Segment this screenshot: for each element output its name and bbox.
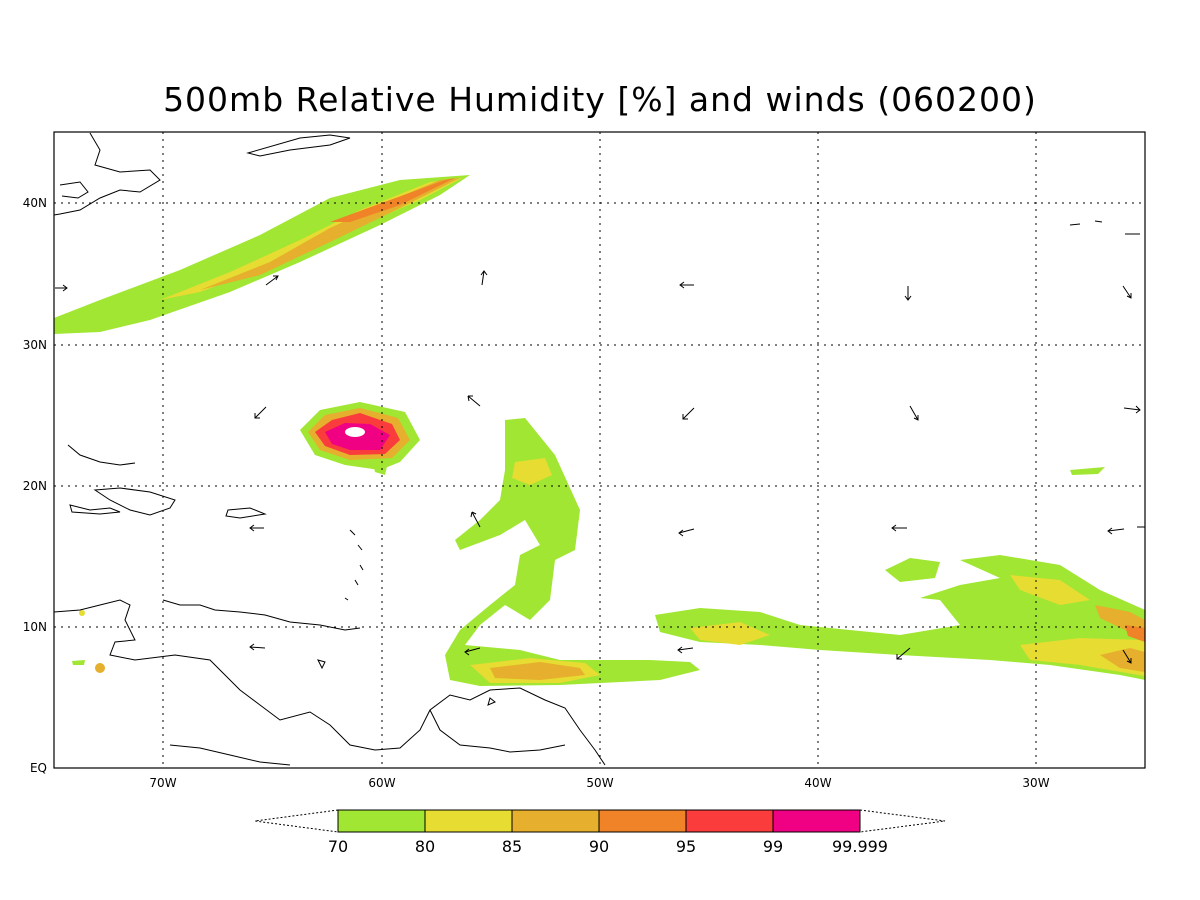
lat-label: EQ [30,761,47,775]
map-title: 500mb Relative Humidity [%] and winds (0… [163,80,1037,119]
coastline-layer [53,132,1140,766]
legend-swatch-80-85 [424,809,513,833]
lon-label: 60W [368,776,395,790]
legend-label: 70 [328,837,348,856]
lat-label: 10N [23,620,47,634]
lon-label: 70W [149,776,176,790]
color-scale-legend: 70 80 85 90 95 99 99.999 [254,809,946,856]
legend-swatch-95-99 [685,809,774,833]
lon-label: 50W [586,776,613,790]
longitude-labels: 70W 60W 50W 40W 30W [149,776,1049,790]
legend-swatch-70-80 [337,809,426,833]
legend-label: 80 [415,837,435,856]
latitude-labels: 40N 30N 20N 10N EQ [23,196,47,775]
lat-label: 30N [23,338,47,352]
legend-swatch-90-95 [598,809,687,833]
legend-label: 85 [502,837,522,856]
lat-label: 40N [23,196,47,210]
plot-frame [53,131,1146,769]
legend-swatch-85-90 [511,809,600,833]
legend-label: 90 [589,837,609,856]
legend-label: 99 [763,837,783,856]
wind-vector-layer [55,270,1145,664]
legend-swatch-99-99999 [772,809,861,833]
legend-label: 99.999 [832,837,888,856]
lat-label: 20N [23,479,47,493]
lon-label: 30W [1022,776,1049,790]
lon-label: 40W [804,776,831,790]
legend-label: 95 [676,837,696,856]
humidity-fill-layer [54,175,1145,686]
